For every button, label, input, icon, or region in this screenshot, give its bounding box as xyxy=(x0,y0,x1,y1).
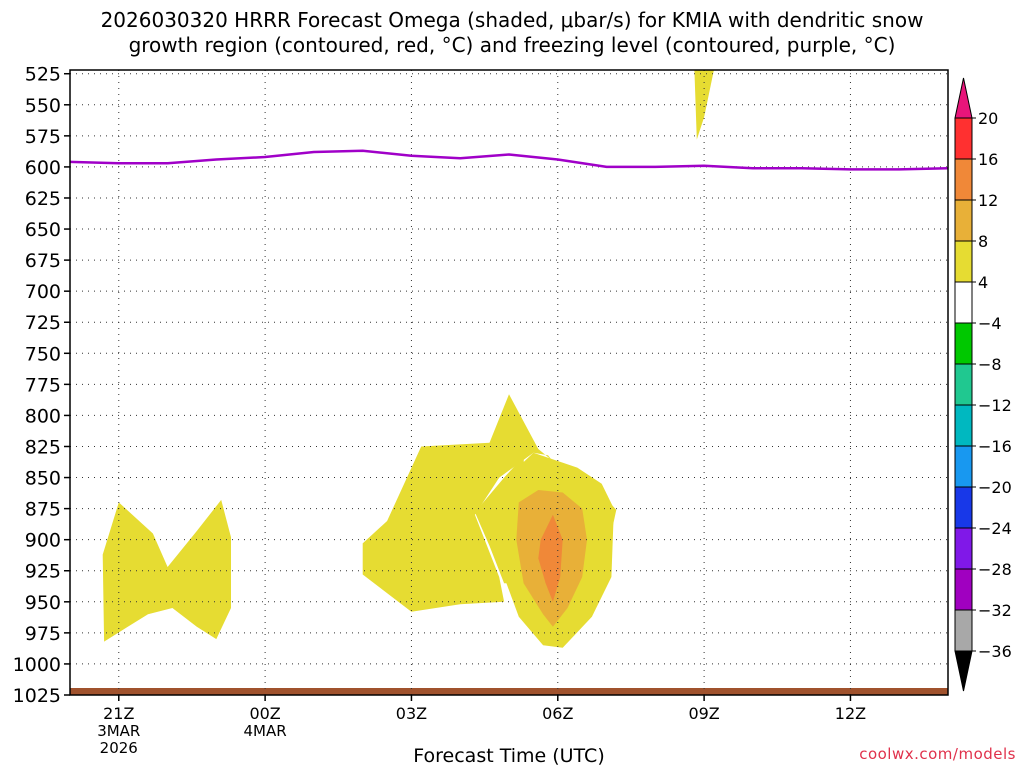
x-tick-label-12Z: 12Z xyxy=(835,704,866,723)
y-tick-label-550: 550 xyxy=(25,95,61,117)
omega-region-4-8-1 xyxy=(362,394,617,612)
colorbar-swatch-8 xyxy=(954,445,973,488)
colorbar-swatch-1 xyxy=(954,158,973,201)
x-tick-year-21Z: 2026 xyxy=(100,739,138,757)
y-tick-label-775: 775 xyxy=(25,374,61,396)
colorbar-swatch-6 xyxy=(954,363,973,406)
colorbar-label-11: −28 xyxy=(978,560,1012,579)
colorbar-swatch-12 xyxy=(954,609,973,652)
colorbar-swatch-4 xyxy=(954,281,973,324)
y-tick-label-925: 925 xyxy=(25,561,61,583)
colorbar-label-4: 4 xyxy=(978,273,988,292)
x-tick-label-06Z: 06Z xyxy=(542,704,573,723)
colorbar-label-10: −24 xyxy=(978,519,1012,538)
axis-labels-layer: 525 550 575 600 625 650 675 700 725 750 775 800 825 8… xyxy=(13,64,866,757)
x-tick-label-09Z: 09Z xyxy=(688,704,719,723)
colorbar-top-arrow xyxy=(954,77,973,119)
colorbar-label-9: −20 xyxy=(978,478,1012,497)
y-tick-label-525: 525 xyxy=(25,64,61,86)
chart-title-line2: growth region (contoured, red, °C) and f… xyxy=(128,33,896,57)
y-tick-label-900: 900 xyxy=(25,530,61,552)
x-tick-label-21Z: 21Z xyxy=(103,704,134,723)
y-tick-label-1000: 1000 xyxy=(13,654,61,676)
colorbar-label-13: −36 xyxy=(978,642,1012,661)
watermark[interactable]: coolwx.com/models xyxy=(859,745,1016,763)
colorbar-swatch-10 xyxy=(954,527,973,570)
y-tick-label-975: 975 xyxy=(25,623,61,645)
colorbar-swatch-11 xyxy=(954,568,973,611)
colorbar-label-2: 12 xyxy=(978,191,998,210)
y-tick-label-725: 725 xyxy=(25,312,61,334)
colorbar-label-8: −16 xyxy=(978,437,1012,456)
y-tick-label-600: 600 xyxy=(25,157,61,179)
y-tick-label-700: 700 xyxy=(25,281,61,303)
plot-frame xyxy=(69,69,949,696)
y-tick-label-675: 675 xyxy=(25,250,61,272)
colorbar-label-3: 8 xyxy=(978,232,988,251)
colorbar: 20 16 12 8 4 −4 −8 −12 −16 −20 −24 −28 −32 −36 xyxy=(954,77,1012,692)
colorbar-swatch-2 xyxy=(954,199,973,242)
colorbar-label-0: 20 xyxy=(978,109,998,128)
colorbar-label-1: 16 xyxy=(978,150,998,169)
grid-layer xyxy=(70,70,948,696)
x-axis-title: Forecast Time (UTC) xyxy=(413,745,605,767)
chart-title: 2026030320 HRRR Forecast Omega (shaded, … xyxy=(0,8,1024,58)
colorbar-swatch-0 xyxy=(954,117,973,160)
ground-layer xyxy=(70,688,948,695)
x-tick-label-00Z: 00Z xyxy=(249,704,280,723)
y-tick-label-575: 575 xyxy=(25,126,61,148)
omega-region-4-8-4 xyxy=(694,70,714,140)
colorbar-swatch-5 xyxy=(954,322,973,365)
y-tick-label-825: 825 xyxy=(25,436,61,458)
y-tick-label-950: 950 xyxy=(25,592,61,614)
y-tick-label-625: 625 xyxy=(25,188,61,210)
omega-region-12-16-6 xyxy=(538,514,563,602)
omega-shading-layer xyxy=(102,70,714,648)
colorbar-label-5: −4 xyxy=(978,314,1002,333)
freezing-level-layer xyxy=(69,149,949,171)
colorbar-label-7: −12 xyxy=(978,396,1012,415)
y-tick-label-1025: 1025 xyxy=(13,685,61,707)
colorbar-swatch-9 xyxy=(954,486,973,529)
colorbar-bottom-arrow xyxy=(954,650,973,692)
x-tick-sublabel-21Z: 3MAR xyxy=(97,722,140,740)
chart-title-line1: 2026030320 HRRR Forecast Omega (shaded, … xyxy=(100,8,924,32)
y-tick-label-750: 750 xyxy=(25,343,61,365)
colorbar-swatch-7 xyxy=(954,404,973,447)
freezing-level-line xyxy=(69,149,949,171)
y-tick-label-875: 875 xyxy=(25,499,61,521)
y-tick-label-650: 650 xyxy=(25,219,61,241)
colorbar-label-12: −32 xyxy=(978,601,1012,620)
x-tick-sublabel-00Z: 4MAR xyxy=(244,722,287,740)
y-tick-label-850: 850 xyxy=(25,468,61,490)
colorbar-swatch-3 xyxy=(954,240,973,283)
x-tick-label-03Z: 03Z xyxy=(396,704,427,723)
ground-terrain xyxy=(70,688,948,695)
colorbar-label-6: −8 xyxy=(978,355,1002,374)
y-tick-label-800: 800 xyxy=(25,405,61,427)
